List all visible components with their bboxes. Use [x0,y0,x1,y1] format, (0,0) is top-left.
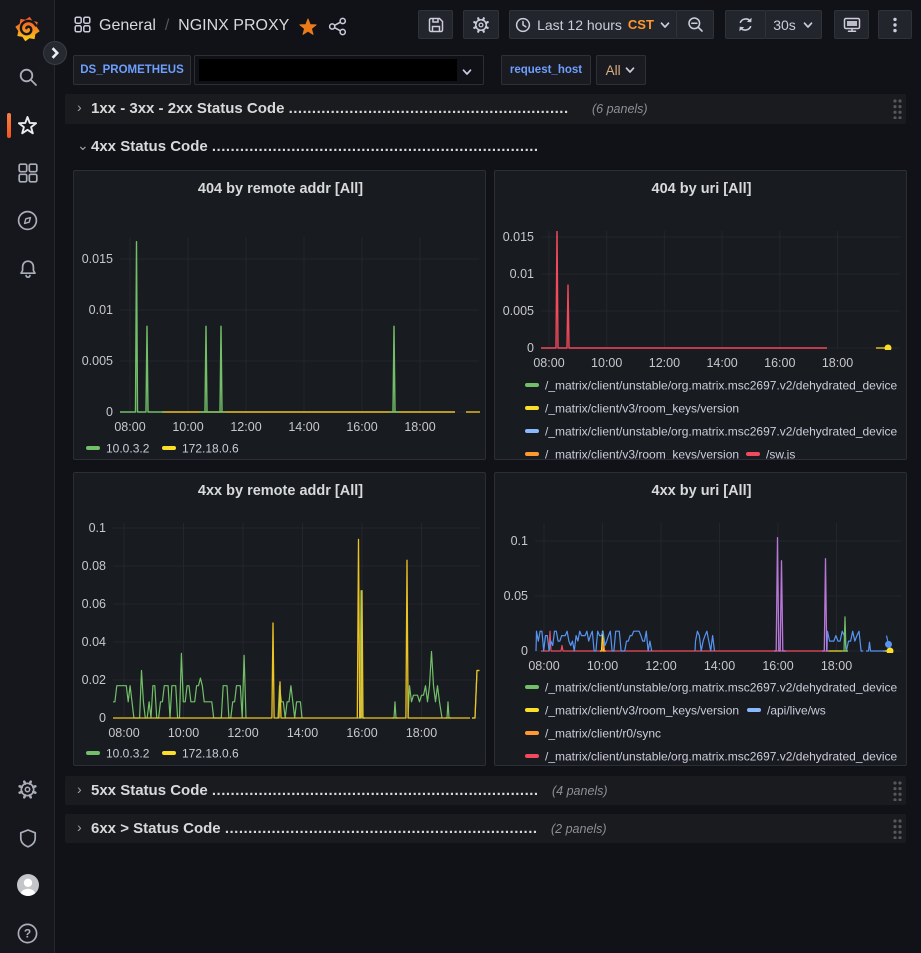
svg-text:0.06: 0.06 [82,597,106,611]
svg-text:14:00: 14:00 [287,726,318,740]
svg-text:172.18.0.6: 172.18.0.6 [182,747,239,761]
svg-text:18:00: 18:00 [406,726,437,740]
svg-text:0.005: 0.005 [82,354,113,368]
svg-text:14:00: 14:00 [288,420,319,434]
svg-text:10:00: 10:00 [168,726,199,740]
svg-text:14:00: 14:00 [704,659,735,673]
svg-text:/api/live/ws: /api/live/ws [767,704,826,718]
svg-text:18:00: 18:00 [822,356,853,370]
svg-text:0.04: 0.04 [82,635,106,649]
svg-text:16:00: 16:00 [346,420,377,434]
svg-text:18:00: 18:00 [404,420,435,434]
svg-text:404 by uri [All]: 404 by uri [All] [652,181,752,197]
svg-text:12:00: 12:00 [227,726,258,740]
svg-text:0.02: 0.02 [82,673,106,687]
svg-text:/_matrix/client/v3/room_keys/v: /_matrix/client/v3/room_keys/version [545,402,739,416]
svg-text:0.1: 0.1 [511,534,528,548]
svg-text:12:00: 12:00 [645,659,676,673]
svg-text:08:00: 08:00 [108,726,139,740]
svg-text:08:00: 08:00 [533,356,564,370]
svg-text:10.0.3.2: 10.0.3.2 [106,442,150,456]
svg-text:10.0.3.2: 10.0.3.2 [106,747,150,761]
svg-text:10:00: 10:00 [591,356,622,370]
svg-text:0.05: 0.05 [504,589,528,603]
svg-text:0.01: 0.01 [89,303,113,317]
svg-text:08:00: 08:00 [528,659,559,673]
svg-text:0: 0 [521,644,528,658]
svg-text:0: 0 [99,711,106,725]
svg-text:4xx by uri [All]: 4xx by uri [All] [652,483,752,499]
svg-text:404 by remote addr [All]: 404 by remote addr [All] [198,181,363,197]
svg-text:16:00: 16:00 [762,659,793,673]
svg-text:/_matrix/client/unstable/org.m: /_matrix/client/unstable/org.matrix.msc2… [545,425,898,439]
svg-text:08:00: 08:00 [114,420,145,434]
svg-text:10:00: 10:00 [587,659,618,673]
svg-text:/_matrix/client/unstable/org.m: /_matrix/client/unstable/org.matrix.msc2… [545,681,898,695]
svg-text:/_matrix/client/unstable/org.m: /_matrix/client/unstable/org.matrix.msc2… [545,750,898,764]
svg-text:/sw.js: /sw.js [766,448,795,461]
svg-text:18:00: 18:00 [821,659,852,673]
svg-text:/_matrix/client/v3/room_keys/v: /_matrix/client/v3/room_keys/version [545,448,739,461]
svg-text:0.01: 0.01 [510,267,534,281]
svg-text:0.005: 0.005 [503,304,534,318]
svg-text:/_matrix/client/r0/sync: /_matrix/client/r0/sync [545,727,661,741]
svg-text:4xx by remote addr [All]: 4xx by remote addr [All] [198,483,363,499]
svg-text:12:00: 12:00 [649,356,680,370]
svg-text:12:00: 12:00 [230,420,261,434]
svg-text:0.08: 0.08 [82,559,106,573]
svg-text:10:00: 10:00 [172,420,203,434]
svg-text:0.015: 0.015 [503,230,534,244]
svg-text:/_matrix/client/v3/room_keys/v: /_matrix/client/v3/room_keys/version [545,704,739,718]
svg-text:0: 0 [527,341,534,355]
svg-text:16:00: 16:00 [346,726,377,740]
svg-text:0.1: 0.1 [89,521,106,535]
svg-text:?: ? [24,926,31,940]
svg-text:172.18.0.6: 172.18.0.6 [182,442,239,456]
svg-text:16:00: 16:00 [764,356,795,370]
svg-text:14:00: 14:00 [706,356,737,370]
svg-text:0: 0 [106,405,113,419]
svg-text:0.015: 0.015 [82,252,113,266]
svg-text:/_matrix/client/unstable/org.m: /_matrix/client/unstable/org.matrix.msc2… [545,379,898,393]
